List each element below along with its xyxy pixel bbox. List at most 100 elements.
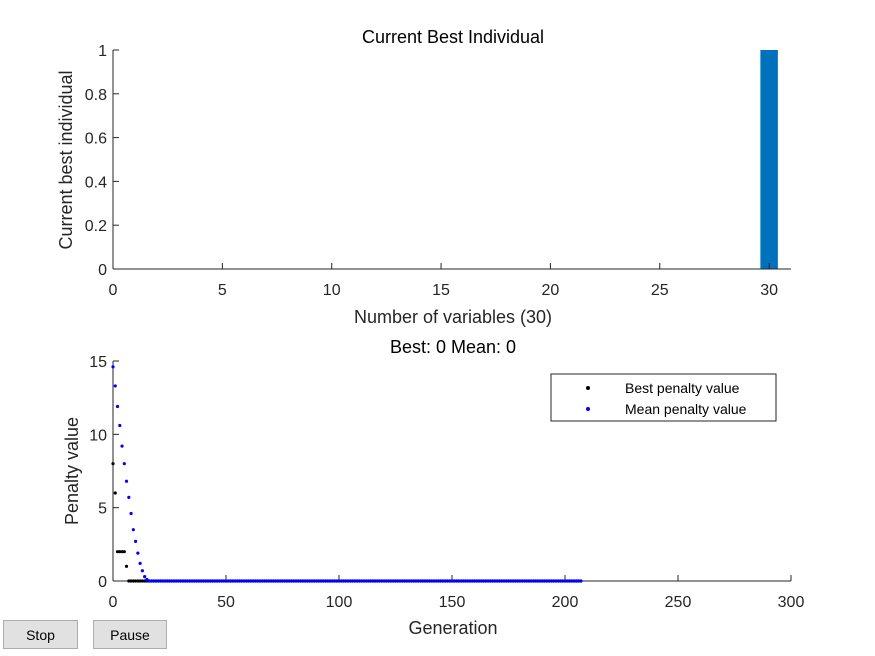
point-series-1: [348, 579, 352, 583]
point-series-1: [579, 579, 583, 583]
point-series-1: [511, 579, 515, 583]
point-series-1: [506, 579, 511, 583]
point-series-1: [416, 579, 420, 583]
point-series-1: [556, 579, 560, 583]
y-axis-label: Penalty value: [62, 417, 82, 525]
point-series-1: [115, 404, 120, 409]
point-series-0: [115, 550, 120, 554]
x-tick-label: 300: [778, 594, 805, 611]
point-series-1: [515, 579, 520, 583]
x-tick-label: 15: [432, 282, 450, 299]
point-series-1: [357, 579, 361, 583]
point-series-1: [165, 579, 169, 583]
point-series-1: [314, 579, 318, 583]
point-series-1: [298, 579, 303, 583]
x-tick-label: 50: [217, 594, 235, 611]
point-series-1: [258, 579, 262, 583]
point-series-1: [488, 579, 493, 583]
point-series-1: [470, 579, 474, 583]
point-series-1: [199, 579, 203, 583]
point-series-1: [482, 579, 486, 583]
point-series-1: [524, 579, 529, 583]
point-series-1: [387, 579, 391, 583]
y-tick-label: 0: [98, 574, 107, 591]
point-series-1: [143, 575, 147, 579]
point-series-1: [251, 579, 255, 583]
point-series-1: [181, 579, 185, 583]
legend-marker-best: [586, 386, 590, 390]
point-series-1: [393, 579, 398, 583]
point-series-1: [242, 579, 246, 583]
point-series-1: [549, 579, 554, 583]
point-series-1: [274, 579, 278, 583]
y-tick-label: 0.2: [85, 218, 107, 235]
y-tick-label: 0.6: [85, 131, 107, 148]
point-series-1: [558, 579, 563, 583]
bars: [760, 50, 778, 269]
point-series-1: [170, 579, 174, 583]
point-series-1: [543, 579, 547, 583]
y-ticks: 0 5 10 15: [89, 354, 119, 591]
point-series-1: [493, 579, 497, 583]
y-tick-label: 0.8: [85, 87, 107, 104]
point-series-1: [371, 579, 375, 583]
point-series-1: [249, 579, 253, 583]
point-series-1: [430, 579, 434, 583]
point-series-1: [317, 579, 321, 583]
point-series-1: [285, 579, 289, 583]
point-series-1: [396, 579, 400, 583]
point-series-1: [425, 579, 429, 583]
point-series-1: [567, 579, 572, 583]
legend-label-mean: Mean penalty value: [625, 401, 747, 417]
x-ticks: 0 50 100 150 200 250 300: [109, 575, 805, 611]
point-series-1: [122, 462, 126, 466]
best-individual-chart: Current Best Individual 0 5 10 15 20 25 30 0 0.…: [56, 27, 791, 327]
point-series-1: [206, 579, 210, 583]
point-series-1: [491, 579, 495, 583]
point-series-1: [152, 579, 156, 583]
pause-button[interactable]: Pause: [93, 620, 167, 649]
y-tick-label: 1: [98, 43, 107, 60]
point-series-1: [283, 579, 287, 583]
point-series-1: [418, 579, 422, 583]
point-series-1: [504, 579, 508, 583]
point-series-1: [382, 579, 386, 583]
point-series-1: [369, 579, 373, 583]
point-series-1: [373, 579, 377, 583]
x-tick-label: 250: [665, 594, 692, 611]
stop-button[interactable]: Stop: [3, 620, 78, 649]
point-series-1: [475, 579, 479, 583]
point-series-1: [201, 579, 205, 583]
point-series-1: [565, 579, 569, 583]
point-series-1: [366, 579, 370, 583]
point-series-1: [278, 579, 282, 583]
point-series-1: [190, 579, 194, 583]
point-series-1: [538, 579, 542, 583]
point-series-1: [312, 579, 316, 583]
point-series-1: [497, 579, 502, 583]
point-series-1: [287, 579, 291, 583]
point-series-1: [445, 579, 450, 583]
point-series-1: [163, 579, 167, 583]
x-ticks: 0 5 10 15 20 25 30: [109, 263, 778, 299]
point-series-1: [466, 579, 470, 583]
point-series-1: [547, 579, 551, 583]
point-series-1: [127, 495, 131, 499]
y-tick-label: 5: [98, 501, 107, 518]
point-series-1: [407, 579, 411, 583]
legend-label-best: Best penalty value: [625, 380, 740, 396]
point-series-1: [136, 551, 140, 555]
point-series-1: [529, 579, 533, 583]
point-series-1: [576, 579, 581, 583]
point-series-1: [513, 579, 517, 583]
point-series-1: [188, 579, 192, 583]
point-series-1: [319, 579, 323, 583]
point-series-1: [421, 579, 425, 583]
point-series-1: [495, 579, 499, 583]
point-series-1: [140, 569, 144, 573]
x-tick-label: 0: [109, 594, 118, 611]
point-series-0: [140, 579, 144, 583]
point-series-1: [305, 579, 309, 583]
point-series-1: [554, 579, 558, 583]
point-series-1: [161, 579, 165, 583]
